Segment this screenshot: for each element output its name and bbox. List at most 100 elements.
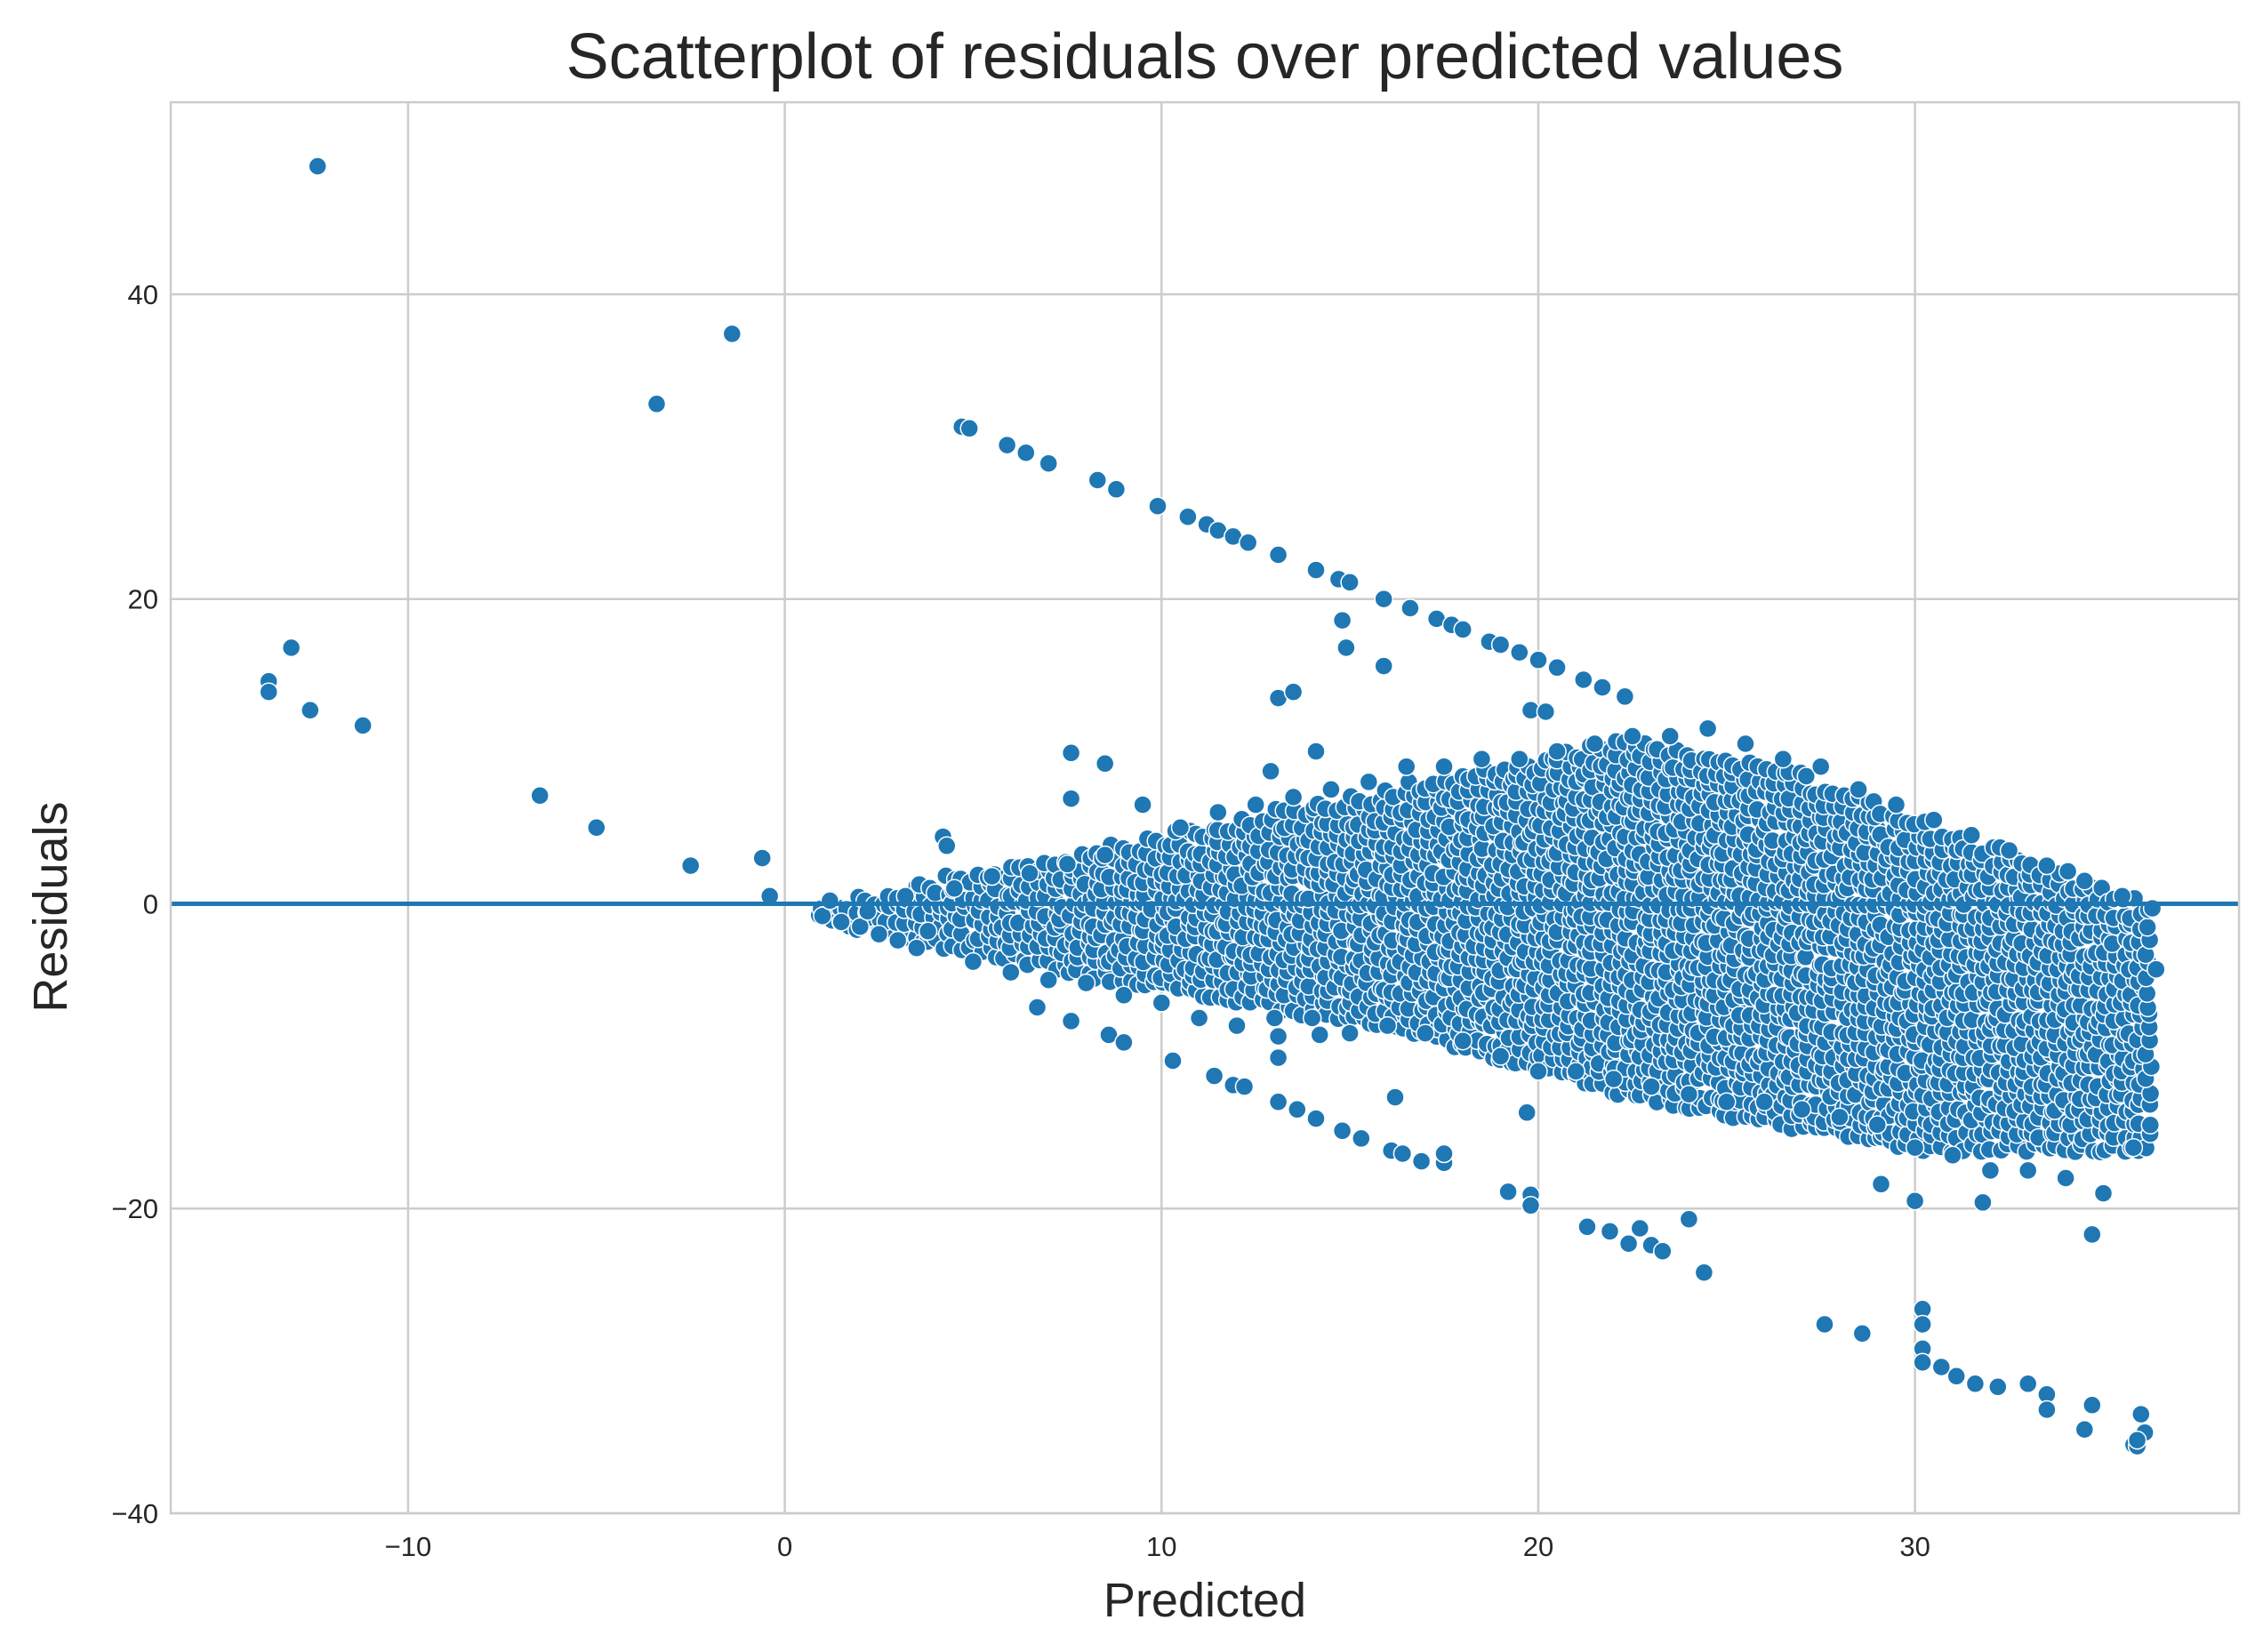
scatter-point [2018,1160,2038,1181]
scatter-point [1148,496,1168,516]
scatter-point [722,324,742,344]
scatter-point [1577,1217,1597,1237]
y-tick-label: 0 [143,888,158,919]
scatter-point [2127,1430,2147,1450]
scatter-point [1653,1241,1673,1261]
scatter-point [308,156,327,176]
scatter-point [1529,650,1548,670]
scatter-point [2093,1183,2114,1203]
scatter-point [301,701,320,720]
scatter-point [1057,854,1078,874]
scatter-point [1283,682,1304,702]
grid-lines [171,102,2239,1515]
scatter-point [869,924,889,944]
scatter-point [1268,545,1288,565]
scatter-point [1261,761,1280,782]
scatter-point [752,848,772,868]
scatter-point [1849,780,1868,799]
scatter-point [1694,1263,1714,1282]
x-axis-label: Predicted [1103,1574,1306,1627]
scatter-point [959,419,979,438]
scatter-point [1234,1077,1255,1096]
scatter-point [1913,1352,1932,1373]
y-tick-label: 40 [128,279,158,310]
scatter-point [1905,1191,1925,1211]
scatter-point [1400,598,1420,618]
scatter-point [1490,1047,1511,1066]
scatter-point [1871,1175,1891,1194]
scatter-point [1630,1218,1650,1239]
scatter-point [530,786,550,806]
x-tick-label: −10 [385,1531,432,1562]
y-axis-label: Residuals [24,801,77,1012]
scatter-point [1268,1047,1288,1068]
scatter-point [1392,1143,1413,1164]
scatter-point [850,917,871,936]
scatter-point [2058,862,2078,881]
scatter-point [1593,678,1612,697]
scatter-point [1178,507,1198,526]
scatter-point [1453,620,1473,639]
scatter-point [2123,1137,2144,1158]
scatter-point [2037,1399,2057,1420]
scatter-point [1208,802,1228,822]
scatter-point [1306,742,1326,761]
scatter-point [1615,686,1635,707]
scatter-point [1603,1069,1624,1089]
scatter-point [1227,1015,1247,1036]
scatter-point [1340,1023,1360,1043]
scatter-point [1574,670,1593,690]
scatter-point [1306,560,1326,580]
scatter-point [1521,1196,1541,1215]
scatter-point [1336,638,1356,658]
scatter-point [1946,1367,1966,1386]
scatter-point [1697,718,1718,739]
scatter-point [1170,818,1191,838]
scatter-point [1302,1008,1322,1028]
scatter-point [2082,1395,2102,1415]
scatter-point [1830,1107,1850,1127]
scatter-point [1061,789,1081,808]
scatter-point [1924,810,1944,830]
scatter-point [1027,998,1047,1017]
scatter-point [1246,795,1265,814]
scatter-point [1999,840,2019,861]
chart-title: Scatterplot of residuals over predicted … [566,21,1844,92]
scatter-point [1585,734,1605,754]
plot-area-frame [169,100,2241,1515]
y-tick-label: 20 [128,584,158,615]
data-points [259,156,2166,1456]
y-tick-label: −40 [111,1498,158,1529]
scatter-point [1095,845,1115,865]
scatter-point [1988,1377,2008,1397]
scatter-point [1374,589,1393,609]
scatter-point [831,912,851,932]
scatter-point [1886,795,1906,814]
scatter-point [1396,757,1416,776]
scatter-point [1547,658,1567,678]
scatter-point [1717,1092,1737,1112]
scatter-point [1152,993,1172,1013]
scatter-point [1618,1233,1639,1254]
scatter-point [1815,1314,1834,1335]
scatter-point [1679,1084,1699,1104]
scatter-point [1962,825,1981,846]
scatter-point [1411,1151,1432,1171]
scatter-point [1792,1100,1812,1119]
scatter-point [918,921,938,942]
scatter-point [2018,1374,2038,1394]
scatter-point [937,836,957,856]
scatter-point [1268,1026,1288,1047]
scatter-point [1913,1314,1932,1335]
scatter-point [1660,726,1680,746]
scatter-point [1754,1092,1774,1112]
scatter-point [1095,754,1115,774]
scatter-point [1189,1008,1209,1028]
scatter-point [1867,1115,1888,1135]
scatter-point [1283,787,1304,807]
scatter-point [1114,985,1134,1006]
scatter-point [1736,734,1755,754]
scatter-point [944,878,965,899]
scatter-point [1566,1062,1586,1081]
